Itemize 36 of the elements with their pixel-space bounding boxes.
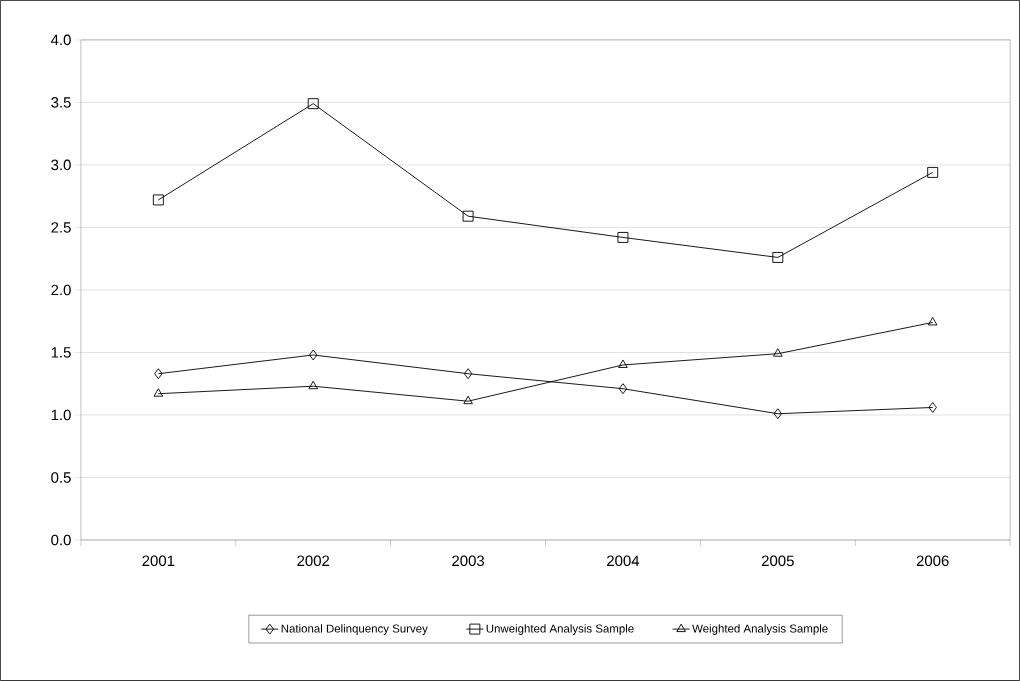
x-tick-label: 2001 (142, 555, 175, 567)
y-tick-label: 0.5 (51, 472, 71, 483)
point (463, 395, 473, 405)
point (617, 232, 629, 243)
y-tick-label: 3.0 (51, 159, 71, 171)
x-tick-label: 2003 (452, 555, 485, 567)
point (773, 408, 783, 420)
point (618, 359, 628, 368)
y-tick-label: 0.0 (51, 534, 71, 546)
y-tick-label: 1.0 (51, 409, 71, 421)
y-tick-label: 2.0 (51, 284, 71, 296)
point (463, 368, 473, 380)
point (928, 402, 937, 413)
legend-label: National Delinquency Survey (281, 624, 428, 635)
point (152, 194, 164, 206)
point (462, 210, 474, 222)
point (154, 368, 163, 380)
point (773, 348, 783, 357)
x-tick-label: 2002 (297, 555, 330, 567)
y-tick-label: 3.5 (51, 97, 71, 108)
point (927, 317, 938, 326)
x-tick-label: 2006 (916, 555, 949, 567)
point (153, 388, 164, 397)
point (309, 349, 318, 361)
point (927, 167, 939, 178)
legend-label: Weighted Analysis Sample (692, 624, 828, 635)
point (308, 380, 318, 390)
point (772, 252, 784, 263)
y-tick-label: 1.5 (51, 347, 71, 358)
y-tick-label: 4.0 (50, 34, 71, 46)
legend-label: Unweighted Analysis Sample (486, 624, 634, 635)
y-tick-label: 2.5 (51, 222, 71, 233)
point (618, 383, 628, 395)
point (307, 98, 319, 110)
x-tick-label: 2004 (607, 555, 640, 567)
x-tick-label: 2005 (761, 555, 794, 567)
